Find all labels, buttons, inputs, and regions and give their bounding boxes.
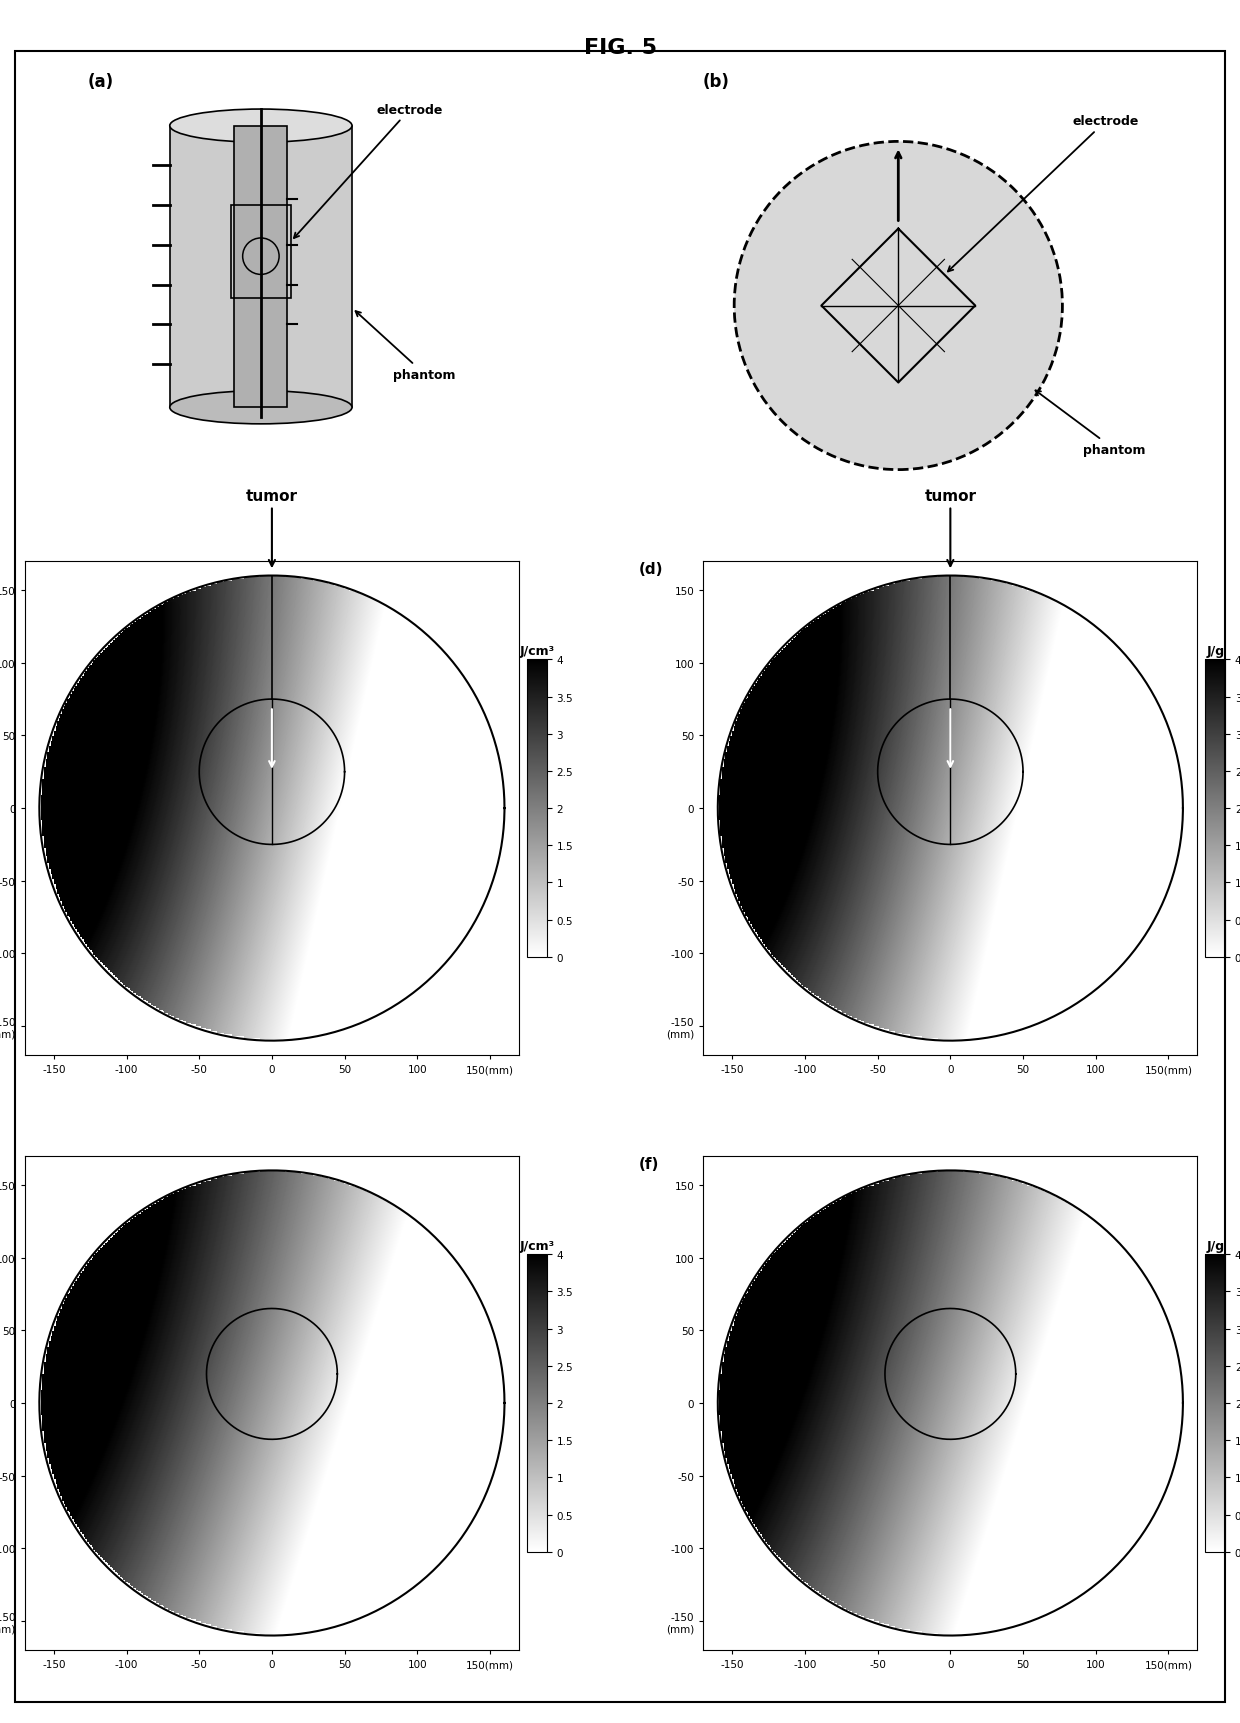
Title: J/cm³: J/cm³ (520, 1239, 554, 1253)
Title: J/g: J/g (1207, 644, 1224, 658)
Title: J/g: J/g (1207, 1239, 1224, 1253)
Ellipse shape (170, 391, 352, 424)
Text: electrode: electrode (294, 103, 443, 239)
Text: (b): (b) (703, 72, 730, 91)
Text: tumor: tumor (924, 489, 976, 567)
Ellipse shape (170, 110, 352, 143)
Text: electrode: electrode (947, 115, 1140, 272)
Title: J/cm³: J/cm³ (520, 644, 554, 658)
Text: phantom: phantom (356, 312, 456, 381)
Circle shape (734, 143, 1063, 470)
Bar (170, 126, 352, 408)
Text: (d): (d) (639, 562, 663, 577)
Bar (231, 207, 290, 298)
Text: phantom: phantom (1035, 391, 1146, 457)
Bar (234, 126, 288, 408)
Text: tumor: tumor (246, 489, 298, 567)
Text: (a): (a) (88, 72, 114, 91)
Text: (f): (f) (639, 1156, 660, 1172)
Text: FIG. 5: FIG. 5 (584, 38, 656, 59)
